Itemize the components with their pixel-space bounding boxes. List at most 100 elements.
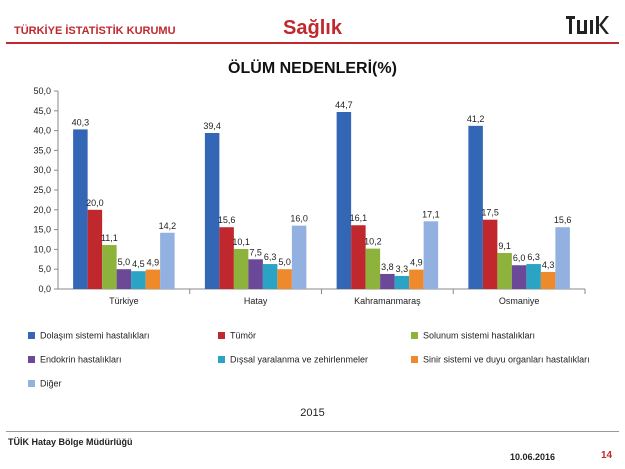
legend-swatch [28,332,35,340]
bar [555,227,570,289]
bar-data-label: 10,1 [232,237,250,247]
bar [526,264,541,289]
legend-label: Endokrin hastalıkları [40,354,122,365]
bar-data-label: 9,1 [498,241,511,251]
x-category-label: Kahramanmaraş [354,296,421,306]
section-title: Sağlık [283,17,342,39]
legend-label: Dolaşım sistemi hastalıkları [40,330,150,341]
bar [394,275,410,289]
legend-label: Sinir sistemi ve duyu organları hastalık… [423,354,590,365]
bar-data-label: 6,3 [527,252,540,262]
bar-data-label: 15,6 [554,215,572,225]
chart-annotation-year: 2015 [300,407,325,419]
legend-swatch [28,380,35,388]
bar-data-label: 44,7 [335,100,353,110]
bar [73,129,88,289]
bar-data-label: 4,5 [132,259,145,269]
bar [423,221,439,289]
bar [145,269,161,289]
legend-item: Endokrin hastalıkları [28,354,122,365]
bar [380,273,395,289]
bar-data-label: 4,3 [542,260,555,270]
bar [409,269,424,289]
bar-data-label: 6,3 [264,252,277,262]
bar-data-label: 14,2 [159,221,177,231]
x-category-label: Osmaniye [499,296,540,306]
y-tick-label: 20,0 [33,205,51,215]
bar-data-label: 5,0 [278,257,291,267]
page-number: 14 [601,450,613,461]
bar-data-label: 39,4 [203,121,221,131]
legend-item: Dışsal yaralanma ve zehirlenmeler [218,354,368,365]
bar-data-label: 6,0 [513,253,526,263]
y-tick-label: 40,0 [33,126,51,136]
legend-swatch [411,356,418,364]
bar-data-label: 17,1 [422,209,440,219]
y-tick-label: 30,0 [33,165,51,175]
bar [482,219,498,289]
bar-data-label: 3,3 [396,264,409,274]
bar [511,265,527,289]
bar [248,259,263,289]
y-tick-label: 10,0 [33,244,51,254]
bar-data-label: 15,6 [218,215,236,225]
legend-label: Dışsal yaralanma ve zehirlenmeler [230,354,369,365]
bar [219,227,234,289]
bar [131,271,146,289]
bar-data-label: 10,2 [364,237,382,247]
y-tick-label: 35,0 [33,145,51,155]
y-tick-label: 45,0 [33,106,51,116]
bar [262,264,278,289]
bar [351,225,366,289]
bar-data-label: 5,0 [118,257,131,267]
chart-title: ÖLÜM NEDENLERİ(%) [228,60,397,77]
bar [116,269,132,289]
legend-item: Solunum sistemi hastalıkları [411,330,535,341]
legend-label: Solunum sistemi hastalıkları [423,330,536,341]
tuik-logo [566,16,609,34]
office-name: TÜİK Hatay Bölge Müdürlüğü [8,437,133,447]
legend-swatch [28,356,35,364]
bar-data-label: 17,5 [481,208,499,218]
y-tick-label: 0,0 [38,284,51,294]
bar-data-label: 4,9 [410,258,423,268]
legend-swatch [218,356,225,364]
bar [468,125,483,290]
bar [365,248,381,289]
footer-date: 10.06.2016 [510,452,556,462]
bar [204,132,220,289]
legend-swatch [218,332,225,340]
legend-swatch [411,332,418,340]
bar-data-label: 7,5 [249,247,262,257]
bar [102,245,117,289]
bar-data-label: 4,9 [147,258,160,268]
x-category-label: Hatay [244,296,268,306]
legend-item: Tümör [218,330,256,341]
bar-data-label: 40,3 [72,117,90,127]
legend-item: Diğer [28,378,62,389]
legend-label: Tümör [230,330,257,341]
legend-item: Sinir sistemi ve duyu organları hastalık… [411,354,590,365]
page-header: TÜRKİYE İSTATİSTİK KURUMU Sağlık [0,0,625,50]
x-category-label: Türkiye [109,296,139,306]
bar [233,249,249,289]
bar-data-label: 41,2 [467,114,485,124]
organization-name: TÜRKİYE İSTATİSTİK KURUMU [14,25,176,37]
y-tick-label: 50,0 [33,86,51,96]
bar [540,271,556,289]
y-tick-label: 25,0 [33,185,51,195]
footer-rule [6,431,619,432]
bar [160,232,175,289]
bar-data-label: 11,1 [101,233,118,243]
legend-item: Dolaşım sistemi hastalıkları [28,330,150,341]
bar-data-label: 20,0 [86,198,104,208]
bar-data-label: 16,1 [350,213,368,223]
bar-data-label: 3,8 [381,262,394,272]
y-tick-label: 15,0 [33,225,51,235]
bar-data-label: 16,0 [290,214,308,224]
bar [497,252,512,289]
bar [87,209,103,289]
legend-label: Diğer [40,378,62,389]
y-tick-label: 5,0 [38,264,51,274]
bar [336,111,352,289]
